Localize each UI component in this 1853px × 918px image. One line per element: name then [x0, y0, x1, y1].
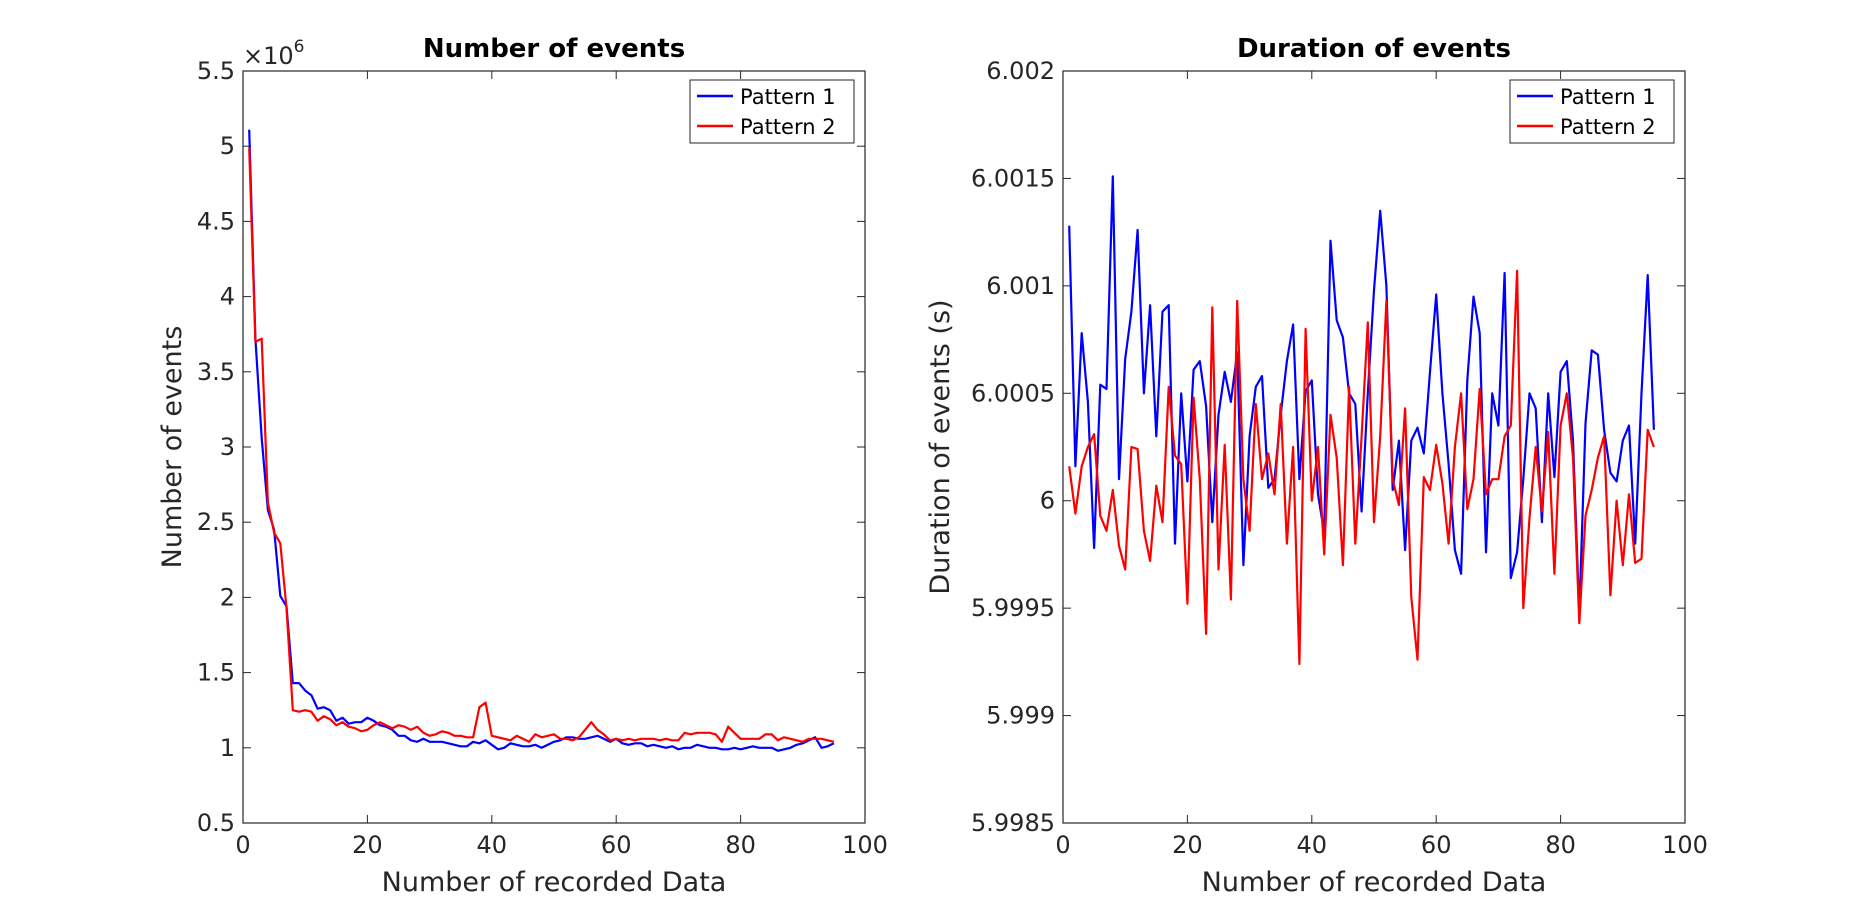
series-group-left — [248, 129, 835, 752]
y-axis-label-left: Number of events — [157, 326, 188, 569]
x-tick-label-right: 0 — [1055, 831, 1070, 859]
y-tick-label-left: 2.5 — [197, 508, 235, 536]
y-ticks-left: 0.5 1 1.5 2 2.5 3 3.5 4 4.5 5 5.5 — [197, 57, 865, 837]
x-tick-label-right: 40 — [1297, 831, 1328, 859]
y-tick-label-right: 6.001 — [986, 272, 1055, 300]
chart-title-left: Number of events — [423, 34, 685, 64]
legend-label-pattern-2-right: Pattern 2 — [1560, 115, 1656, 139]
y-axis-label-right: Duration of events (s) — [925, 299, 956, 594]
y-tick-label-right: 5.999 — [986, 702, 1055, 730]
x-ticks-right: 0 20 40 60 80 100 — [1055, 71, 1708, 859]
y-tick-label-left: 2 — [220, 583, 235, 611]
plot-area-right — [1062, 70, 1686, 824]
x-tick-label-right: 100 — [1662, 831, 1708, 859]
chart-duration-of-events: Duration of events 0 20 40 60 80 100 5.99855.… — [925, 34, 1708, 898]
y-tick-label-right: 5.9995 — [971, 594, 1055, 622]
exponent-label-left: ×106 — [243, 37, 304, 70]
legend-box-right — [1509, 79, 1675, 144]
series-line-pattern-1-right — [1068, 175, 1655, 616]
series-group-right — [1068, 175, 1655, 666]
x-axis-label-left: Number of recorded Data — [382, 867, 727, 898]
legend-label-pattern-2-left: Pattern 2 — [740, 115, 836, 139]
x-tick-label-left: 0 — [235, 831, 250, 859]
y-tick-label-right: 6.0005 — [971, 379, 1055, 407]
x-tick-label-right: 20 — [1172, 831, 1203, 859]
y-tick-label-left: 3.5 — [197, 358, 235, 386]
x-tick-label-left: 60 — [601, 831, 632, 859]
x-tick-label-right: 80 — [1545, 831, 1576, 859]
y-tick-label-left: 3 — [220, 433, 235, 461]
y-tick-label-left: 0.5 — [197, 809, 235, 837]
plot-area-left — [242, 70, 866, 824]
x-tick-label-left: 40 — [477, 831, 508, 859]
series-line-pattern-2-left — [248, 147, 835, 743]
x-tick-label-left: 80 — [725, 831, 756, 859]
series-line-pattern-2-right — [1068, 269, 1655, 666]
y-tick-label-left: 5.5 — [197, 57, 235, 85]
y-tick-label-left: 1.5 — [197, 659, 235, 687]
x-ticks-left: 0 20 40 60 80 100 — [235, 71, 888, 859]
y-tick-label-right: 6.0015 — [971, 164, 1055, 192]
x-tick-label-left: 20 — [352, 831, 383, 859]
x-tick-label-right: 60 — [1421, 831, 1452, 859]
y-tick-label-right: 5.9985 — [971, 809, 1055, 837]
series-line-pattern-1-left — [248, 129, 835, 752]
legend-box-left — [689, 79, 855, 144]
legend-label-pattern-1-right: Pattern 1 — [1560, 85, 1656, 109]
legend-right: Pattern 1 Pattern 2 — [1509, 79, 1675, 144]
y-tick-label-left: 4 — [220, 283, 235, 311]
x-axis-label-right: Number of recorded Data — [1202, 867, 1547, 898]
chart-number-of-events: Number of events ×106 0 20 40 60 80 100 0.5 1 1… — [157, 34, 888, 898]
legend-label-pattern-1-left: Pattern 1 — [740, 85, 836, 109]
y-tick-label-left: 1 — [220, 734, 235, 762]
y-ticks-right: 5.9985 5.999 5.9995 6 6.0005 6.001 6.0015 6.002 — [971, 57, 1685, 837]
y-tick-label-left: 5 — [220, 132, 235, 160]
y-tick-label-right: 6.002 — [986, 57, 1055, 85]
y-tick-label-right: 6 — [1040, 487, 1055, 515]
y-tick-label-left: 4.5 — [197, 207, 235, 235]
chart-title-right: Duration of events — [1237, 34, 1511, 64]
x-tick-label-left: 100 — [842, 831, 888, 859]
legend-left: Pattern 1 Pattern 2 — [689, 79, 855, 144]
